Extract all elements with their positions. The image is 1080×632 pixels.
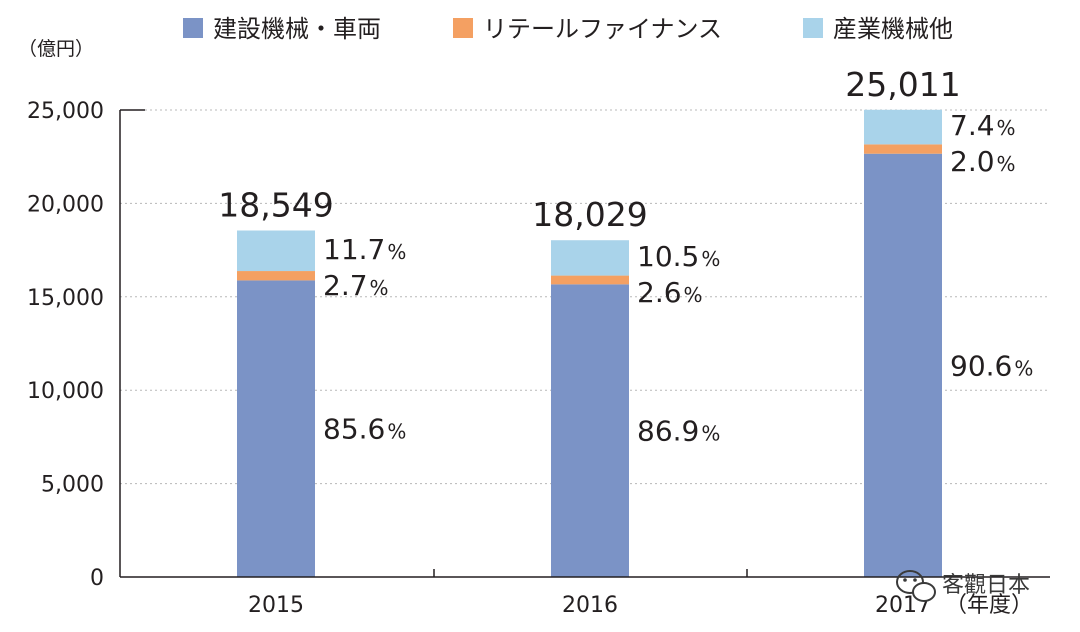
share-label-2016-0: 86.9% — [637, 415, 720, 448]
x-axis-year-suffix: （年度） — [945, 593, 1033, 618]
bar-segment-2015-0 — [237, 280, 315, 577]
watermark: 客觀日本 — [896, 570, 1030, 602]
percent-symbol: % — [997, 116, 1016, 140]
percent-symbol: % — [684, 283, 703, 307]
bar-segment-2015-1 — [237, 271, 315, 281]
share-label-2017-0: 90.6% — [950, 349, 1033, 382]
y-axis-unit-label: （億円） — [18, 38, 94, 60]
wechat-icon — [896, 570, 936, 602]
share-value: 90.6 — [950, 349, 1012, 382]
percent-symbol: % — [701, 247, 720, 271]
y-tick-label-5: 25,000 — [27, 99, 104, 124]
y-tick-label-3: 15,000 — [27, 286, 104, 311]
share-label-2016-2: 10.5% — [637, 240, 720, 273]
percent-symbol: % — [701, 422, 720, 446]
bar-segment-2017-1 — [864, 144, 942, 154]
total-label-2015: 18,549 — [218, 186, 333, 225]
percent-symbol: % — [370, 276, 389, 300]
y-tick-label-0: 0 — [90, 566, 104, 591]
watermark-text: 客觀日本 — [942, 573, 1030, 598]
share-value: 2.0 — [950, 145, 995, 178]
y-tick-label-1: 5,000 — [41, 473, 104, 498]
share-label-2015-1: 2.7% — [323, 269, 389, 302]
percent-symbol: % — [1014, 356, 1033, 380]
legend-label-1: リテールファイナンス — [483, 15, 722, 43]
legend-swatch-0 — [183, 18, 203, 38]
share-value: 11.7 — [323, 233, 385, 266]
y-tick-label-2: 10,000 — [27, 379, 104, 404]
share-value: 86.9 — [637, 415, 699, 448]
share-value: 2.6 — [637, 276, 682, 309]
bars — [237, 109, 942, 578]
bar-segment-2015-2 — [237, 230, 315, 272]
y-tick-label-4: 20,000 — [27, 192, 104, 217]
x-tick-label-2015: 2015 — [248, 593, 304, 618]
legend-swatch-2 — [803, 18, 823, 38]
legend-swatch-1 — [453, 18, 473, 38]
legend-label-0: 建設機械・車両 — [213, 15, 381, 43]
percent-symbol: % — [387, 240, 406, 264]
total-label-2017: 25,011 — [845, 65, 960, 104]
share-value: 2.7 — [323, 269, 368, 302]
share-value: 7.4 — [950, 109, 995, 142]
bar-segment-2016-1 — [551, 275, 629, 285]
legend: 建設機械・車両 リテールファイナンス 産業機械他 — [183, 15, 953, 43]
bar-segment-2017-0 — [864, 153, 942, 578]
bar-segment-2016-2 — [551, 240, 629, 276]
share-label-2017-1: 2.0% — [950, 145, 1016, 178]
percent-symbol: % — [997, 152, 1016, 176]
bar-segment-2017-2 — [864, 109, 942, 145]
total-label-2016: 18,029 — [532, 195, 647, 234]
share-value: 10.5 — [637, 240, 699, 273]
share-label-2015-0: 85.6% — [323, 413, 406, 446]
percent-symbol: % — [387, 420, 406, 444]
legend-label-2: 産業機械他 — [833, 15, 953, 43]
x-tick-label-2016: 2016 — [562, 593, 618, 618]
axes — [119, 109, 1050, 578]
share-value: 85.6 — [323, 413, 385, 446]
share-label-2016-1: 2.6% — [637, 276, 703, 309]
share-label-2017-2: 7.4% — [950, 109, 1016, 142]
share-label-2015-2: 11.7% — [323, 233, 406, 266]
bar-segment-2016-0 — [551, 284, 629, 577]
